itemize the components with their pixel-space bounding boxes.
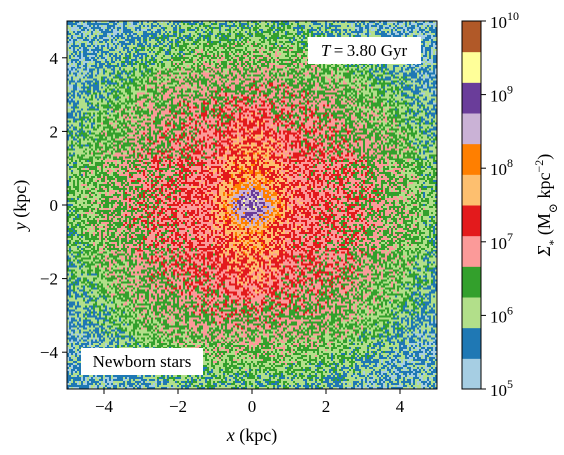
y-axis-ticks: −4 −2 0 2 4: [40, 49, 67, 362]
x-axis-label: x (kpc): [226, 425, 277, 446]
time-var: T: [321, 41, 332, 60]
x-axis-unit: (kpc): [235, 425, 277, 446]
colorbar-segment: [462, 174, 481, 206]
colorbar-label-sub: *: [546, 240, 560, 246]
time-value: = 3.80 Gyr: [330, 41, 407, 60]
time-annotation: T = 3.80 Gyr: [321, 41, 408, 60]
colorbar-segment: [462, 327, 481, 359]
colorbar-segment: [462, 21, 481, 53]
colorbar-frame: [461, 20, 482, 390]
colorbar-segment: [462, 297, 481, 329]
y-axis-label: y (kpc): [10, 180, 31, 232]
colorbar-label-symbol: Σ: [534, 245, 554, 257]
colorbar-label: Σ* (M⊙ kpc−2): [532, 154, 560, 258]
x-tick-label: −4: [95, 397, 114, 416]
colorbar-segments: [462, 21, 481, 390]
colorbar-label-unit-post: kpc: [534, 173, 554, 204]
colorbar-segment: [462, 205, 481, 237]
colorbar-tick-label: 108: [490, 156, 513, 179]
y-axis-var: y: [10, 222, 30, 232]
colorbar-tick-label: 105: [490, 377, 513, 400]
time-annotation-box: [308, 37, 421, 64]
x-tick-label: 0: [248, 397, 257, 416]
x-tick-label: 2: [322, 397, 331, 416]
y-tick-label: 4: [50, 49, 59, 68]
colorbar-segment: [462, 82, 481, 114]
x-tick-label: −2: [169, 397, 187, 416]
density-heatmap: [67, 21, 437, 389]
y-tick-label: −2: [40, 270, 58, 289]
colorbar-label-unit-pre: (M: [534, 213, 555, 240]
plot-area: −4 −2 0 2 4 −4 −2 0 2 4 x (kpc) y (kpc) T = 3.80…: [10, 20, 438, 446]
population-annotation-box: [81, 348, 203, 375]
colorbar-ticks: 105 106 107 108 109 1010: [481, 9, 519, 400]
colorbar: 105 106 107 108 109 1010 Σ* (M⊙ kpc−2): [461, 9, 560, 400]
colorbar-segment: [462, 143, 481, 175]
y-tick-label: 0: [50, 196, 59, 215]
x-axis-var: x: [226, 425, 235, 445]
colorbar-tick-label: 1010: [490, 9, 519, 32]
colorbar-segment: [462, 266, 481, 298]
x-axis-ticks: −4 −2 0 2 4: [95, 389, 405, 416]
colorbar-tick-label: 109: [490, 83, 513, 106]
population-annotation: Newborn stars: [93, 352, 192, 371]
colorbar-segment: [462, 358, 481, 390]
colorbar-tick-label: 106: [490, 303, 513, 326]
colorbar-label-exp: −2: [532, 160, 546, 173]
y-tick-label: 2: [50, 122, 59, 141]
colorbar-label-sun: ⊙: [546, 203, 560, 213]
colorbar-segment: [462, 51, 481, 83]
colorbar-label-close: ): [534, 154, 555, 160]
y-axis-unit: (kpc): [10, 180, 31, 222]
colorbar-segment: [462, 235, 481, 267]
colorbar-tick-label: 107: [490, 230, 513, 253]
colorbar-segment: [462, 113, 481, 145]
y-tick-label: −4: [40, 343, 59, 362]
x-tick-label: 4: [396, 397, 405, 416]
